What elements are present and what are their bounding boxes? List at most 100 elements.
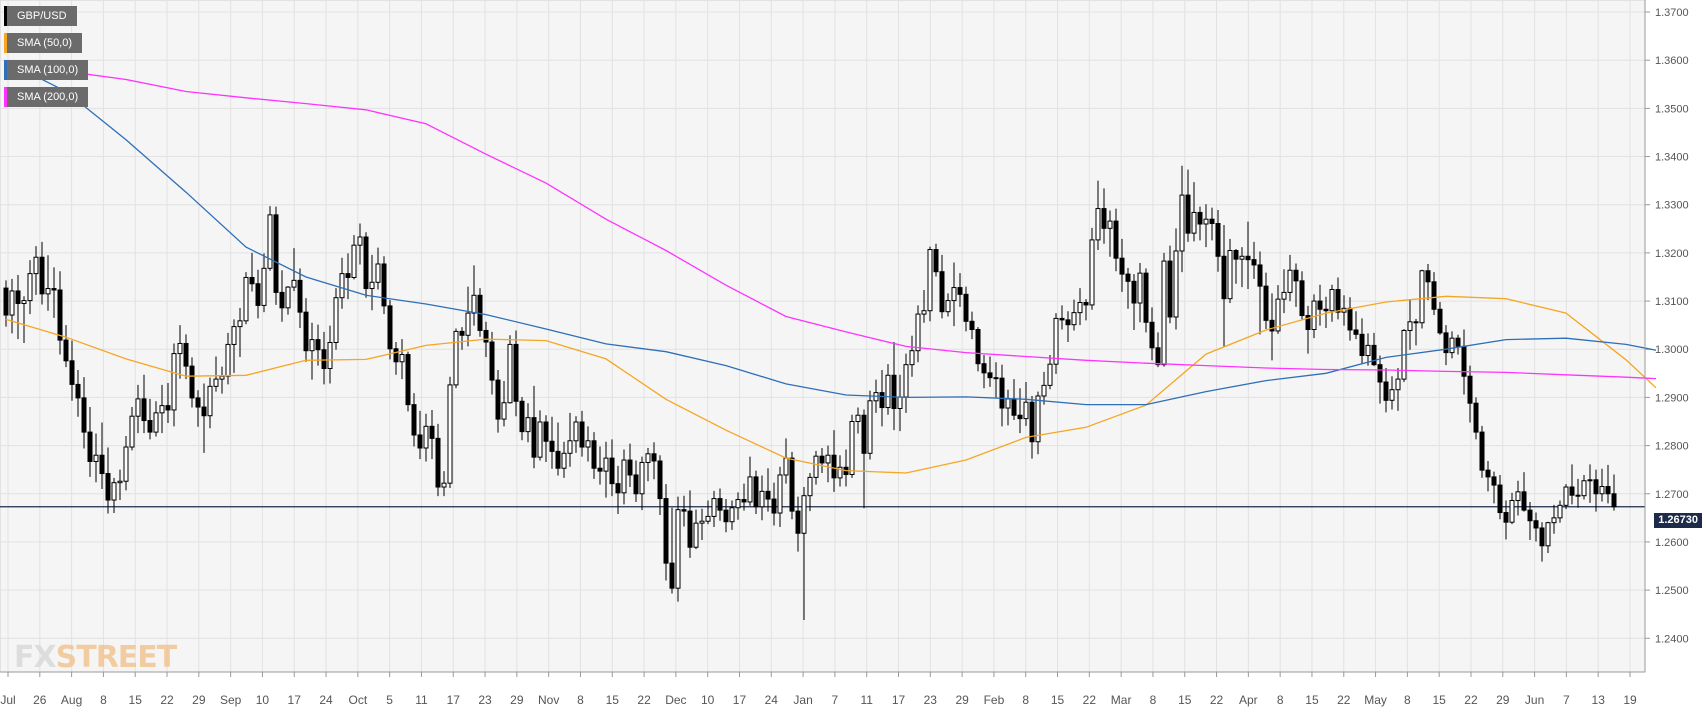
x-tick-label: 22 <box>637 693 651 707</box>
y-tick-label: 1.3300 <box>1655 200 1689 212</box>
candle-up <box>1077 302 1083 314</box>
legend-item-gbpusd[interactable]: GBP/USD <box>4 6 77 26</box>
candle-down <box>495 379 501 420</box>
candle-up <box>111 482 117 501</box>
candle-down <box>483 329 489 343</box>
x-tick-label: 19 <box>1623 693 1637 707</box>
legend-swatch <box>4 33 7 53</box>
candle-up <box>177 342 183 355</box>
candle-up <box>903 364 909 398</box>
candle-down <box>933 249 939 273</box>
candle-down <box>1059 317 1065 321</box>
candle-down <box>591 440 597 469</box>
y-tick-label: 1.2500 <box>1655 585 1689 597</box>
candle-up <box>45 288 51 295</box>
candle-down <box>1221 255 1227 300</box>
candle-down <box>39 256 45 295</box>
candle-down <box>51 288 57 291</box>
x-tick-label: 15 <box>1432 693 1446 707</box>
candle-down <box>417 434 423 449</box>
x-tick-label: May <box>1364 693 1387 707</box>
candle-up <box>951 287 957 302</box>
candle-down <box>1257 264 1263 287</box>
legend-item-sma100[interactable]: SMA (100,0) <box>4 60 89 80</box>
candle-down <box>1437 308 1443 334</box>
y-tick-label: 1.2600 <box>1655 537 1689 549</box>
candle-up <box>1599 486 1605 495</box>
y-tick-label: 1.2800 <box>1655 441 1689 453</box>
candle-down <box>633 474 639 495</box>
x-tick-label: Mar <box>1111 693 1132 707</box>
candle-down <box>1485 469 1491 478</box>
x-tick-label: 24 <box>319 693 333 707</box>
candle-down <box>363 236 369 290</box>
candle-down <box>141 398 147 422</box>
candle-down <box>321 349 327 370</box>
y-tick-label: 1.2400 <box>1655 633 1689 645</box>
candle-up <box>33 256 39 275</box>
candle-up <box>1563 486 1569 506</box>
candle-down <box>993 377 999 380</box>
sma-line <box>5 295 1657 474</box>
candle-up <box>1239 255 1245 260</box>
candle-down <box>1233 249 1239 260</box>
legend-label: SMA (200,0) <box>17 91 79 103</box>
x-tick-label: 23 <box>478 693 492 707</box>
candle-up <box>1287 269 1293 293</box>
candle-up <box>153 412 159 433</box>
candle-down <box>1371 344 1377 366</box>
legend-item-sma50[interactable]: SMA (50,0) <box>4 33 83 53</box>
x-tick-label: 8 <box>1277 693 1284 707</box>
candle-up <box>1365 344 1371 357</box>
x-tick-label: 15 <box>1305 693 1319 707</box>
candle-down <box>147 420 153 433</box>
candle-down <box>303 311 309 352</box>
x-tick-label: Sep <box>220 693 242 707</box>
legend-label: GBP/USD <box>17 10 67 22</box>
candle-down <box>435 437 441 488</box>
candle-down <box>1167 260 1173 318</box>
candle-down <box>891 374 897 409</box>
candle-down <box>1251 259 1257 266</box>
candle-down <box>297 279 303 313</box>
candle-up <box>1557 504 1563 519</box>
candle-down <box>1263 285 1269 321</box>
legend-item-sma200[interactable]: SMA (200,0) <box>4 87 89 107</box>
candle-up <box>1551 517 1557 524</box>
candle-down <box>1491 476 1497 486</box>
x-tick-label: 11 <box>860 693 873 707</box>
candle-down <box>1383 381 1389 401</box>
candle-up <box>1515 491 1521 502</box>
candle-down <box>63 339 69 362</box>
candle-down <box>1293 269 1299 282</box>
candle-down <box>1131 280 1137 304</box>
candle-down <box>723 509 729 523</box>
x-tick-label: 8 <box>577 693 584 707</box>
y-tick-label: 1.3200 <box>1655 248 1689 260</box>
x-tick-label: Jun <box>1525 693 1544 707</box>
candle-up <box>219 375 225 380</box>
candle-down <box>1593 479 1599 495</box>
candle-down <box>609 457 615 485</box>
candle-down <box>81 397 87 433</box>
candle-down <box>999 377 1005 409</box>
candle-down <box>819 455 825 464</box>
candle-down <box>279 291 285 309</box>
candle-down <box>975 328 981 365</box>
candle-down <box>75 383 81 399</box>
candle-up <box>1227 249 1233 300</box>
candle-up <box>1281 291 1287 300</box>
candle-up <box>561 452 567 469</box>
candle-down <box>1065 319 1071 326</box>
candle-down <box>753 476 759 508</box>
candle-up <box>447 384 453 484</box>
x-tick-label: 29 <box>192 693 206 707</box>
candle-down <box>1269 319 1275 332</box>
candle-down <box>765 490 771 500</box>
legend-swatch <box>4 87 7 107</box>
y-tick-label: 1.3500 <box>1655 103 1689 115</box>
candle-down <box>1497 484 1503 514</box>
x-tick-label: Jan <box>793 693 812 707</box>
candle-down <box>1125 273 1131 282</box>
